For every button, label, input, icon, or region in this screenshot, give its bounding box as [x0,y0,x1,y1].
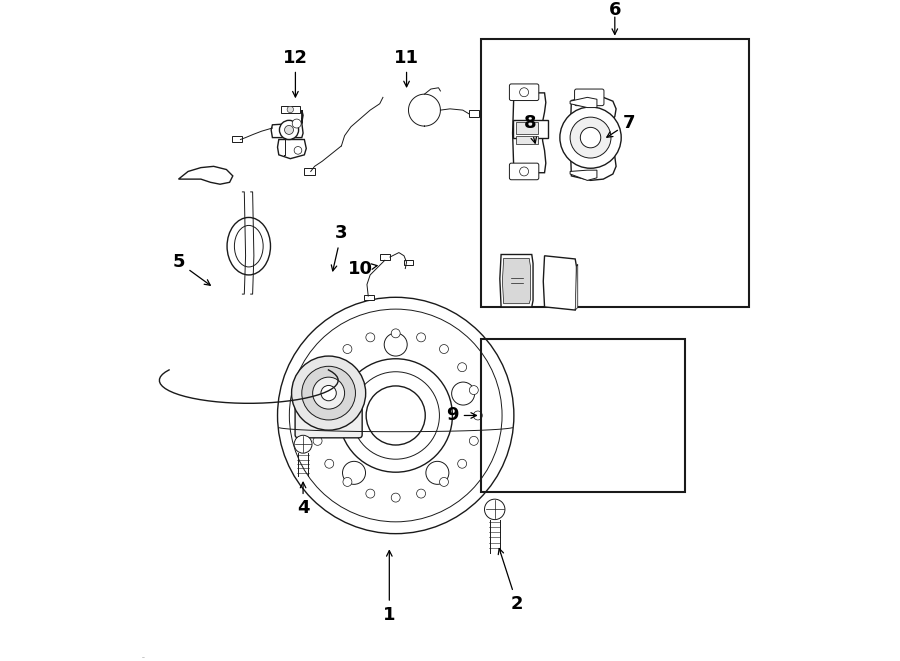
Circle shape [342,412,351,422]
Circle shape [560,107,621,169]
Text: 10: 10 [348,260,377,278]
Circle shape [469,385,478,395]
Circle shape [321,385,337,401]
Bar [281,106,300,113]
Circle shape [279,120,299,139]
Polygon shape [502,258,530,303]
Text: 12: 12 [283,49,308,97]
Polygon shape [178,167,233,184]
Text: 2: 2 [499,549,523,613]
Circle shape [484,499,505,520]
Polygon shape [544,256,577,310]
Circle shape [417,333,426,342]
Circle shape [325,363,334,371]
Bar [304,169,315,175]
Circle shape [519,88,528,97]
Circle shape [439,344,448,354]
Circle shape [292,356,365,430]
Text: 3: 3 [331,225,347,271]
Text: 11: 11 [394,49,419,87]
Circle shape [365,489,374,498]
Text: 7: 7 [607,114,635,137]
Circle shape [458,459,466,468]
Bar [481,38,749,307]
Text: 1: 1 [383,551,396,624]
Circle shape [417,489,426,498]
Polygon shape [575,264,578,310]
Polygon shape [570,97,597,108]
Bar [516,136,538,144]
Circle shape [317,382,340,405]
Circle shape [343,344,352,354]
Circle shape [294,436,312,453]
Circle shape [384,333,407,356]
Circle shape [313,385,322,395]
Circle shape [324,412,333,422]
Polygon shape [570,170,597,180]
Text: 8: 8 [524,114,536,143]
Circle shape [302,366,356,420]
Circle shape [392,493,400,502]
Circle shape [325,459,334,468]
Circle shape [452,382,474,405]
Ellipse shape [227,217,271,275]
Circle shape [343,461,365,485]
Text: 6: 6 [608,1,621,19]
Circle shape [580,128,601,148]
Circle shape [469,436,478,446]
Circle shape [292,119,302,128]
Circle shape [365,333,374,342]
Circle shape [570,117,611,158]
Circle shape [312,377,345,409]
Polygon shape [513,93,545,173]
Circle shape [284,126,293,134]
FancyBboxPatch shape [295,397,362,438]
Circle shape [392,329,400,338]
Text: 5: 5 [172,253,211,286]
Bar [364,295,374,301]
Text: 4: 4 [297,483,310,517]
FancyBboxPatch shape [509,163,539,180]
Circle shape [313,436,322,446]
FancyBboxPatch shape [509,84,539,100]
Polygon shape [570,96,617,180]
Circle shape [343,477,352,486]
Bar [380,254,390,260]
Polygon shape [277,139,306,159]
Bar [404,260,413,265]
Bar [231,136,242,142]
Polygon shape [500,254,533,307]
Circle shape [294,147,302,154]
Circle shape [306,412,315,422]
FancyBboxPatch shape [574,89,604,106]
Bar [481,339,685,492]
Bar [469,110,480,116]
Circle shape [426,461,449,485]
Circle shape [473,411,482,420]
Circle shape [309,411,318,420]
Polygon shape [271,110,303,137]
Ellipse shape [234,225,263,267]
Circle shape [458,363,466,371]
Text: 9: 9 [446,407,458,424]
Bar [513,120,548,137]
Circle shape [439,477,448,486]
Circle shape [287,106,293,112]
Bar [516,122,538,134]
Circle shape [519,167,528,176]
